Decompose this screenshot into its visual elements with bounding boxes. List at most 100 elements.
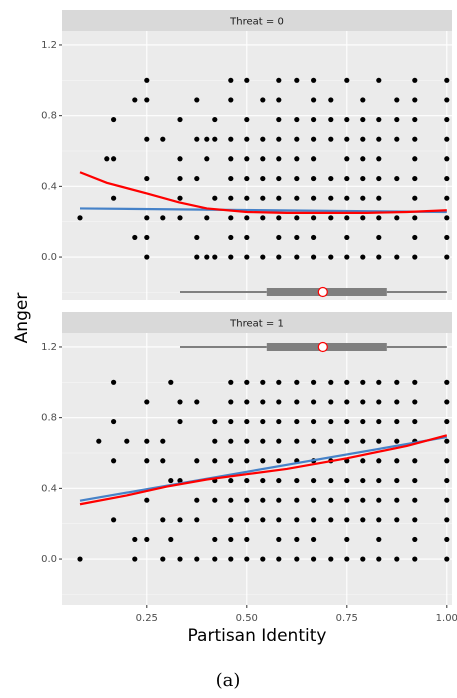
point	[412, 156, 418, 162]
point	[394, 497, 400, 503]
point	[144, 399, 150, 405]
point	[294, 116, 300, 123]
strip	[62, 10, 452, 31]
point	[412, 379, 418, 385]
point	[276, 195, 282, 201]
point	[228, 517, 234, 523]
point	[412, 215, 418, 221]
point	[311, 399, 317, 405]
point	[344, 556, 350, 562]
point	[294, 536, 300, 543]
point	[444, 254, 450, 260]
point	[328, 497, 334, 503]
point	[132, 556, 138, 562]
point	[276, 438, 282, 444]
point	[144, 536, 150, 543]
point	[144, 438, 150, 444]
point	[144, 175, 150, 182]
point	[168, 536, 174, 543]
panel-background	[62, 31, 452, 300]
point	[344, 379, 350, 385]
point	[360, 156, 366, 162]
point	[204, 254, 210, 260]
point	[144, 77, 150, 83]
point	[294, 215, 300, 221]
point	[228, 536, 234, 543]
point	[111, 195, 117, 201]
point	[276, 97, 282, 103]
point	[444, 77, 450, 83]
point	[96, 438, 102, 444]
point	[260, 195, 266, 201]
point	[394, 254, 400, 260]
point	[360, 175, 366, 182]
point	[344, 195, 350, 201]
point	[344, 497, 350, 503]
point	[168, 379, 174, 385]
caption: (a)	[216, 670, 241, 691]
point	[294, 517, 300, 523]
point	[376, 477, 382, 484]
point	[360, 556, 366, 562]
point	[260, 438, 266, 444]
point	[376, 234, 382, 241]
y-tick-label: 0.8	[41, 111, 57, 122]
point	[276, 458, 282, 464]
point	[228, 458, 234, 464]
point	[260, 399, 266, 405]
point	[276, 379, 282, 385]
strip-label: Threat = 1	[229, 319, 284, 330]
point	[194, 399, 200, 405]
point	[412, 77, 418, 83]
point	[111, 116, 117, 123]
point	[376, 399, 382, 405]
point	[276, 215, 282, 221]
point	[212, 458, 218, 464]
point	[344, 254, 350, 260]
point	[276, 536, 282, 543]
x-tick-label: 0.50	[236, 613, 258, 624]
point	[311, 379, 317, 385]
x-tick-label: 0.75	[336, 613, 358, 624]
point	[276, 156, 282, 162]
point	[444, 97, 450, 103]
point	[160, 438, 166, 444]
point	[111, 418, 117, 425]
point	[376, 254, 382, 260]
point	[194, 136, 200, 142]
point	[228, 156, 234, 162]
point	[160, 215, 166, 221]
fit-line	[79, 436, 447, 502]
point	[311, 517, 317, 523]
point	[194, 175, 200, 182]
point	[194, 556, 200, 562]
point	[228, 195, 234, 201]
point	[244, 254, 250, 260]
point	[394, 517, 400, 523]
point	[328, 517, 334, 523]
point	[376, 156, 382, 162]
point	[228, 175, 234, 182]
point	[228, 97, 234, 103]
point	[260, 517, 266, 523]
point	[394, 215, 400, 221]
point	[311, 116, 317, 123]
point	[244, 195, 250, 201]
point	[276, 477, 282, 484]
point	[212, 418, 218, 425]
point	[444, 536, 450, 543]
point	[360, 497, 366, 503]
point	[412, 458, 418, 464]
point	[412, 497, 418, 503]
point	[394, 556, 400, 562]
point	[360, 438, 366, 444]
point	[360, 477, 366, 484]
point	[244, 156, 250, 162]
point	[360, 116, 366, 123]
point	[244, 497, 250, 503]
point	[228, 379, 234, 385]
point	[260, 175, 266, 182]
point	[311, 536, 317, 543]
point	[444, 156, 450, 162]
point	[204, 215, 210, 221]
